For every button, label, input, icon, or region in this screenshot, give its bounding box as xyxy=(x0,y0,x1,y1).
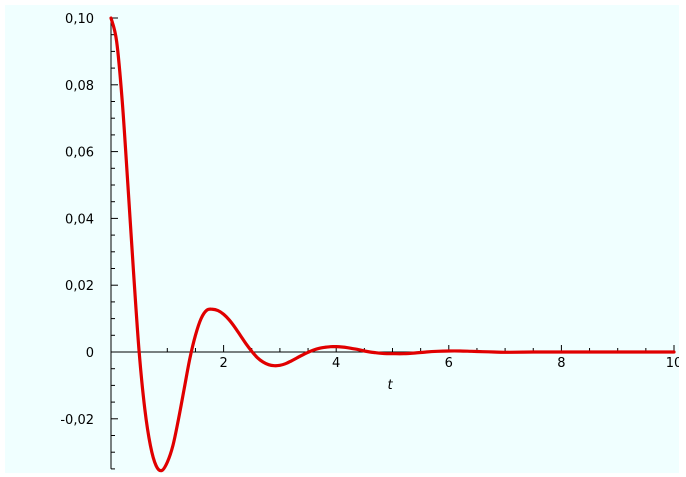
x-tick-label: 2 xyxy=(219,356,227,371)
y-tick-label: 0,02 xyxy=(65,279,94,294)
line-chart: 2 4 6 8 10 -0,02 0 0,02 0,04 0,06 0,08 0,10 t xyxy=(60,12,682,473)
y-tick-label: 0,08 xyxy=(65,79,94,94)
x-tick-label: 10 xyxy=(666,356,679,371)
y-tick-label: 0 xyxy=(86,346,94,361)
y-tick-label: 0,10 xyxy=(65,12,94,27)
y-tick-label: -0,02 xyxy=(60,413,94,428)
y-tick-label: 0,04 xyxy=(65,212,94,227)
plot-area: 2 4 6 8 10 -0,02 0 0,02 0,04 0,06 0,08 0,10 t xyxy=(5,5,682,473)
x-tick-label: 4 xyxy=(332,356,340,371)
tick-labels: 2 4 6 8 10 -0,02 0 0,02 0,04 0,06 0,08 0,10 xyxy=(60,12,682,428)
x-tick-label: 6 xyxy=(445,356,453,371)
y-tick-label: 0,06 xyxy=(65,146,94,161)
series-layer xyxy=(109,16,676,473)
tick-marks xyxy=(111,17,675,470)
series-line xyxy=(109,16,676,473)
x-axis-label: t xyxy=(387,378,393,393)
x-tick-label: 8 xyxy=(557,356,565,371)
axes xyxy=(110,18,674,469)
